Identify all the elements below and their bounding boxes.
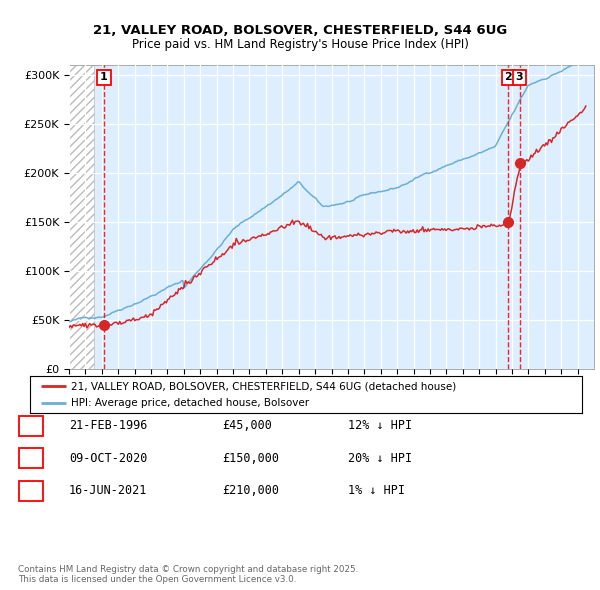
Text: 21-FEB-1996: 21-FEB-1996 xyxy=(69,419,148,432)
Text: 09-OCT-2020: 09-OCT-2020 xyxy=(69,452,148,465)
Text: £45,000: £45,000 xyxy=(222,419,272,432)
FancyBboxPatch shape xyxy=(19,416,43,436)
Text: Contains HM Land Registry data © Crown copyright and database right 2025.
This d: Contains HM Land Registry data © Crown c… xyxy=(18,565,358,584)
Text: 20% ↓ HPI: 20% ↓ HPI xyxy=(348,452,412,465)
FancyBboxPatch shape xyxy=(19,481,43,501)
Text: 12% ↓ HPI: 12% ↓ HPI xyxy=(348,419,412,432)
Text: £150,000: £150,000 xyxy=(222,452,279,465)
Text: 3: 3 xyxy=(516,73,523,83)
Text: Price paid vs. HM Land Registry's House Price Index (HPI): Price paid vs. HM Land Registry's House … xyxy=(131,38,469,51)
Text: 3: 3 xyxy=(27,484,35,497)
Text: £210,000: £210,000 xyxy=(222,484,279,497)
Text: HPI: Average price, detached house, Bolsover: HPI: Average price, detached house, Bols… xyxy=(71,398,310,408)
Text: 16-JUN-2021: 16-JUN-2021 xyxy=(69,484,148,497)
FancyBboxPatch shape xyxy=(19,448,43,468)
Text: 1: 1 xyxy=(100,73,108,83)
Text: 2: 2 xyxy=(505,73,512,83)
Bar xyxy=(69,65,94,369)
Text: 1% ↓ HPI: 1% ↓ HPI xyxy=(348,484,405,497)
Text: 1: 1 xyxy=(27,419,35,432)
Text: 21, VALLEY ROAD, BOLSOVER, CHESTERFIELD, S44 6UG (detached house): 21, VALLEY ROAD, BOLSOVER, CHESTERFIELD,… xyxy=(71,381,457,391)
Text: 21, VALLEY ROAD, BOLSOVER, CHESTERFIELD, S44 6UG: 21, VALLEY ROAD, BOLSOVER, CHESTERFIELD,… xyxy=(93,24,507,37)
Text: 2: 2 xyxy=(27,452,35,465)
